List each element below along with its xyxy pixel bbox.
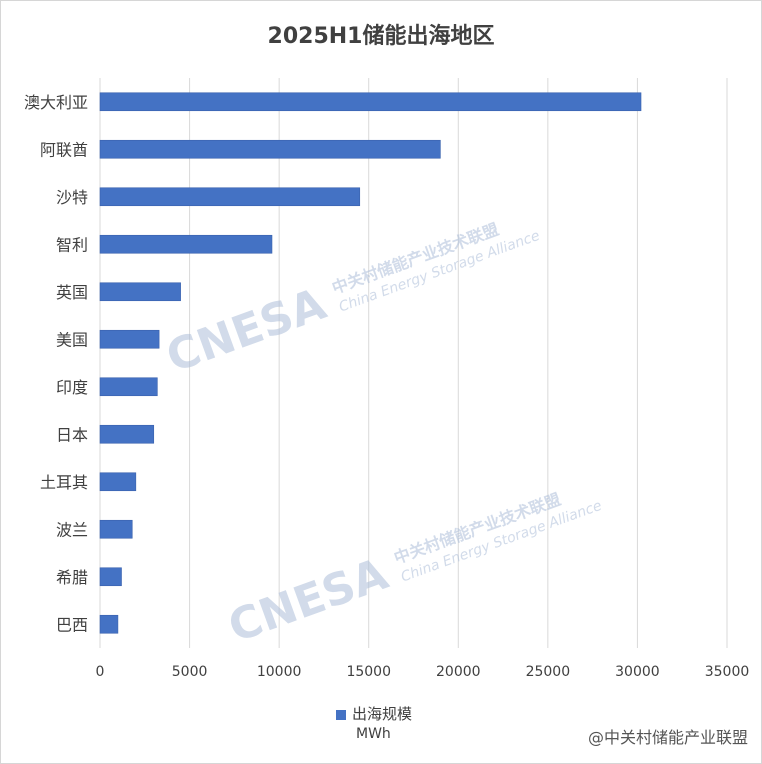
bar — [99, 282, 181, 302]
x-tick-label: 30000 — [615, 664, 660, 680]
bar — [99, 614, 119, 634]
x-tick-label: 15000 — [346, 664, 391, 680]
x-tick-label: 10000 — [257, 664, 302, 680]
bars — [99, 92, 642, 634]
x-tick-label: 35000 — [705, 664, 750, 680]
category-label: 希腊 — [56, 568, 88, 587]
legend-swatch — [336, 709, 346, 720]
bar — [99, 92, 642, 112]
bar — [99, 424, 155, 444]
category-label: 阿联酋 — [40, 140, 88, 159]
source-credit: @中关村储能产业联盟 — [587, 728, 748, 747]
category-label: 英国 — [56, 283, 88, 302]
category-label: 沙特 — [56, 188, 88, 207]
bar — [99, 472, 137, 492]
bar — [99, 567, 122, 587]
bar — [99, 519, 133, 539]
category-label: 智利 — [56, 235, 88, 254]
legend-label: 出海规模 — [352, 705, 413, 723]
x-tick-label: 25000 — [526, 664, 571, 680]
bar — [99, 139, 441, 159]
chart-title: 2025H1储能出海地区 — [267, 24, 495, 49]
category-label: 日本 — [56, 425, 88, 444]
x-tick-label: 5000 — [172, 664, 208, 680]
bar — [99, 187, 361, 207]
grid-lines — [99, 78, 728, 648]
category-label: 印度 — [56, 378, 88, 397]
category-label: 美国 — [56, 330, 88, 349]
category-label: 波兰 — [56, 520, 88, 539]
category-label: 巴西 — [56, 615, 88, 634]
bar — [99, 234, 273, 254]
category-label: 土耳其 — [40, 473, 88, 492]
bar — [99, 377, 158, 397]
legend: 出海规模 — [336, 703, 412, 724]
unit-label: MWh — [356, 726, 391, 742]
bar — [99, 329, 160, 349]
category-label: 澳大利亚 — [24, 93, 88, 112]
x-tick-label: 0 — [96, 664, 105, 680]
x-tick-label: 20000 — [436, 664, 481, 680]
tick-labels: 0 5000 10000 15000 20000 25000 30000 35000 — [96, 664, 750, 680]
